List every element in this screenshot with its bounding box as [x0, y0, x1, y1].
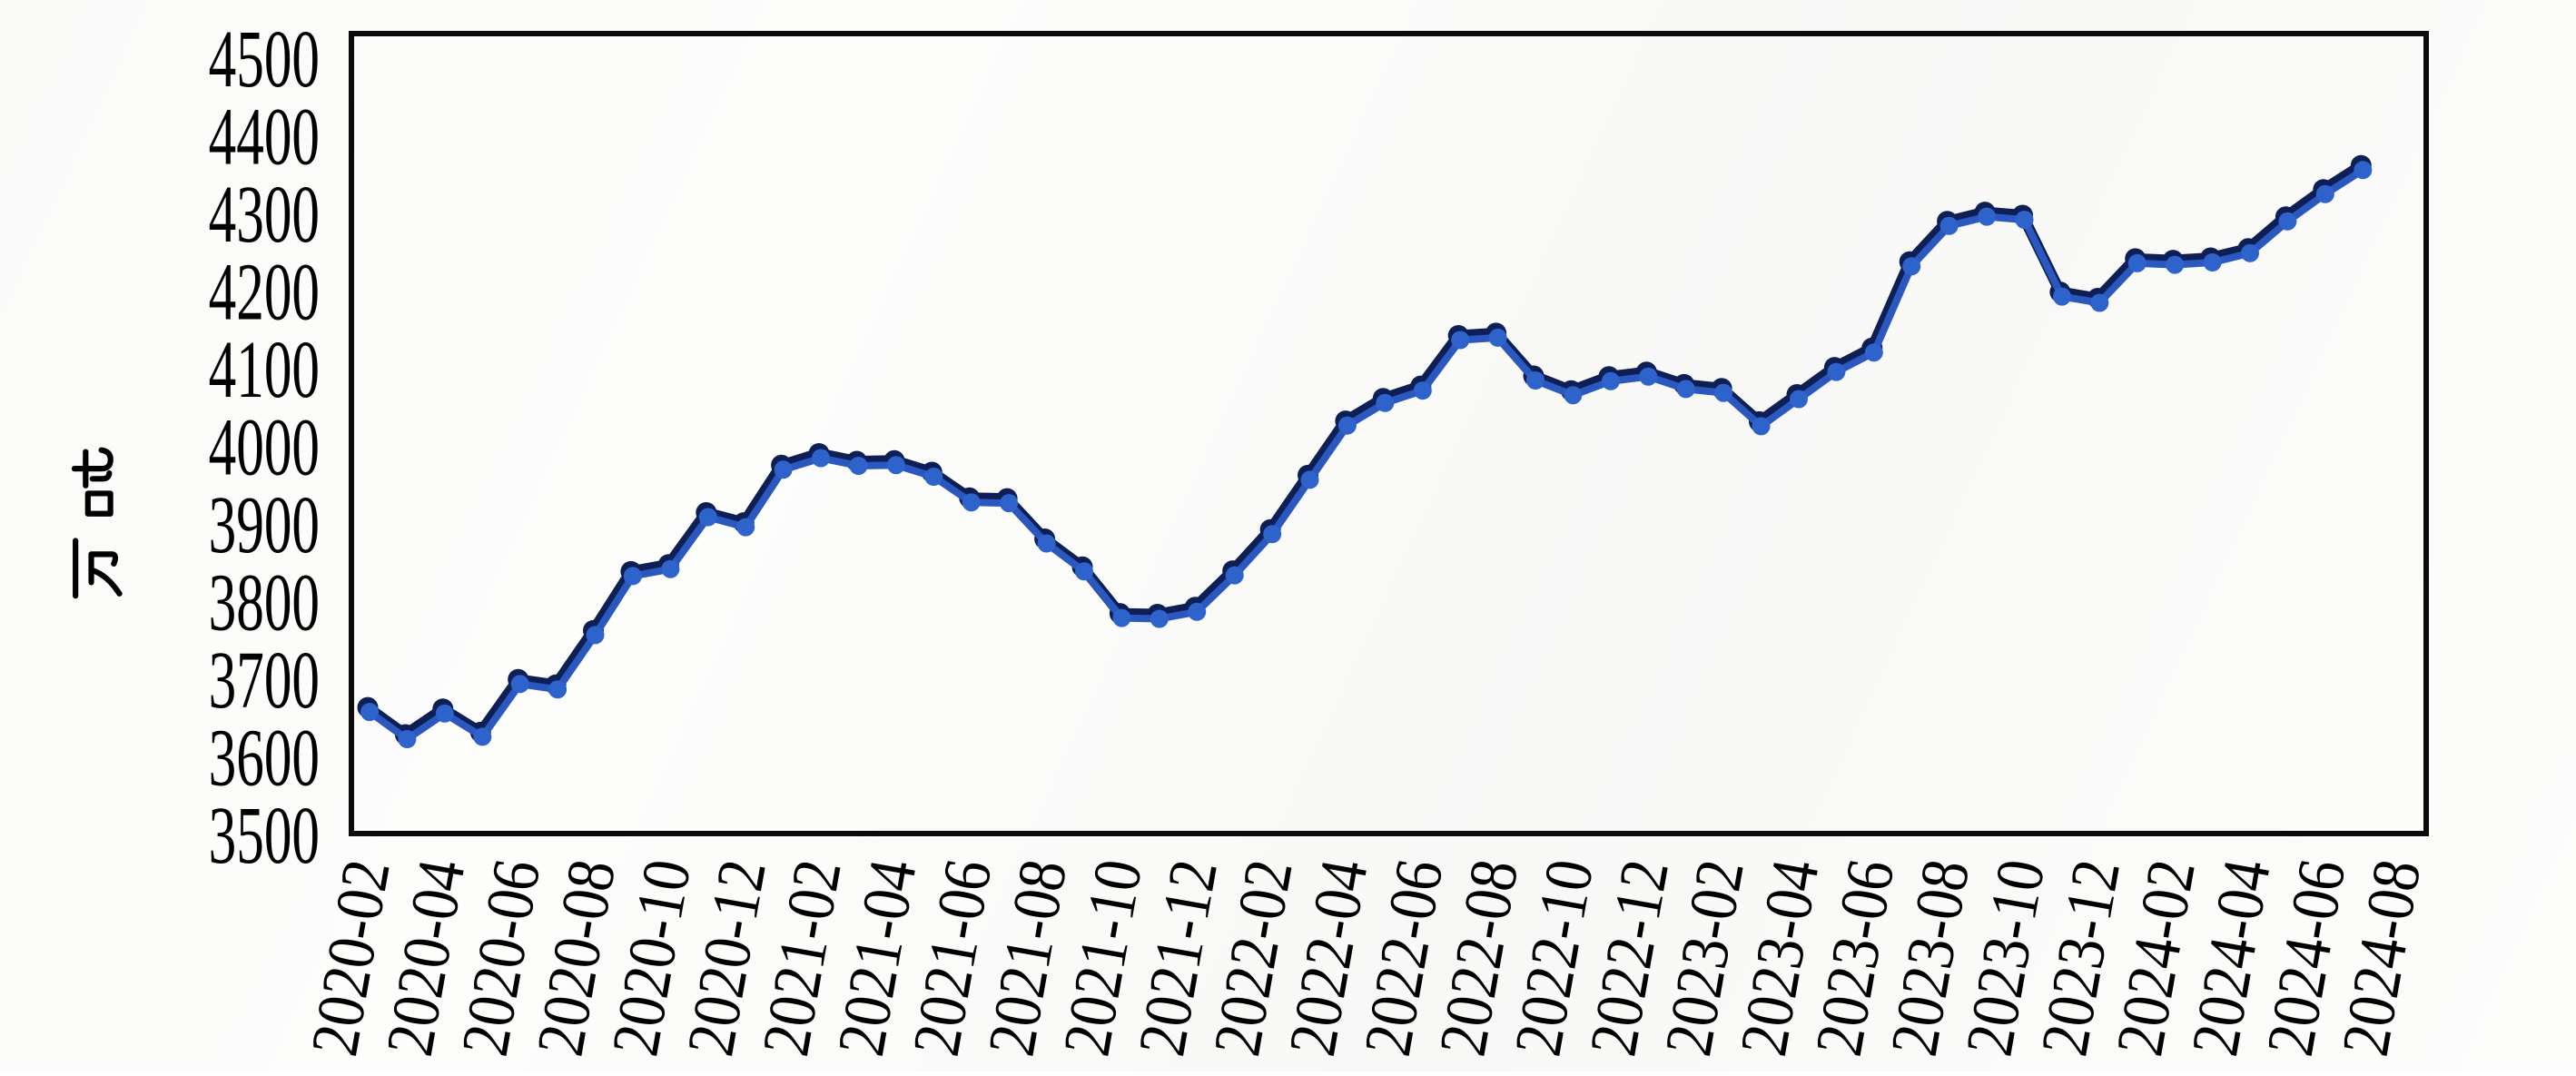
- data-point-marker: [1488, 328, 1507, 347]
- y-tick-label: 4000: [209, 401, 320, 493]
- data-point-marker: [962, 493, 981, 512]
- data-point-marker: [736, 518, 755, 537]
- data-point-marker: [623, 567, 642, 586]
- data-point-marker: [2315, 184, 2334, 203]
- data-series-line: [366, 166, 2367, 743]
- data-point-marker: [1337, 416, 1357, 435]
- data-point-marker: [586, 626, 605, 645]
- data-point-marker: [2203, 253, 2222, 271]
- y-tick-label: 3900: [209, 479, 320, 570]
- y-tick-label: 4500: [209, 13, 320, 104]
- data-point-marker: [886, 456, 905, 475]
- data-point-marker: [1526, 371, 1545, 390]
- data-point-marker: [2241, 243, 2259, 262]
- data-point-marker: [661, 559, 680, 578]
- data-point-marker: [1978, 207, 1997, 226]
- data-point-marker: [1413, 381, 1432, 400]
- y-tick-label: 4300: [209, 168, 320, 260]
- data-point-marker: [1676, 380, 1695, 399]
- data-point-marker: [1112, 608, 1131, 627]
- data-point-marker: [473, 727, 492, 746]
- data-point-marker: [1376, 393, 1395, 412]
- data-point-marker: [1714, 383, 1733, 402]
- data-point-marker: [1902, 257, 1921, 276]
- data-point-marker: [2090, 293, 2109, 312]
- data-point-marker: [2052, 287, 2071, 306]
- data-point-marker: [1790, 390, 1808, 409]
- y-tick-label: 4100: [209, 323, 320, 415]
- data-point-marker: [1300, 470, 1319, 489]
- data-point-marker: [774, 460, 793, 479]
- data-point-marker: [1000, 494, 1019, 513]
- data-point-marker: [1639, 367, 1658, 386]
- data-point-marker: [849, 457, 868, 475]
- data-point-marker: [360, 703, 379, 722]
- data-point-marker: [1752, 417, 1771, 436]
- data-point-marker: [1075, 562, 1093, 581]
- data-point-marker: [924, 468, 943, 486]
- data-point-marker: [1564, 386, 1583, 405]
- data-point-marker: [2166, 255, 2185, 274]
- data-point-marker: [1037, 534, 1056, 553]
- data-point-marker: [1188, 602, 1207, 621]
- data-point-marker: [698, 508, 717, 527]
- data-point-marker: [1150, 609, 1169, 628]
- data-point-marker: [1451, 331, 1470, 350]
- y-axis-unit-glyphs: [71, 447, 123, 599]
- data-point-marker: [2278, 212, 2297, 231]
- data-series-line-shadow: [362, 160, 2367, 740]
- data-point-marker: [1939, 216, 1959, 235]
- data-point-marker: [1601, 371, 1620, 390]
- data-point-marker: [510, 675, 529, 694]
- y-tick-label: 4200: [209, 246, 320, 338]
- data-point-marker: [812, 449, 830, 468]
- y-tick-label: 3700: [209, 634, 320, 726]
- data-point-marker: [435, 704, 454, 723]
- data-point-marker: [398, 730, 417, 748]
- plot-border: [349, 31, 2429, 836]
- data-point-marker: [2015, 211, 2034, 229]
- data-point-marker: [1263, 525, 1282, 544]
- y-tick-label: 3600: [209, 712, 320, 804]
- data-point-marker: [1225, 566, 1244, 585]
- y-tick-label: 4400: [209, 91, 320, 183]
- data-point-marker: [1864, 343, 1883, 362]
- y-tick-label: 3800: [209, 557, 320, 648]
- data-point-marker: [1827, 362, 1846, 381]
- data-point-marker: [548, 680, 568, 699]
- y-tick-label: 3500: [209, 789, 320, 881]
- data-point-marker: [2127, 253, 2147, 272]
- data-point-marker: [2354, 161, 2373, 180]
